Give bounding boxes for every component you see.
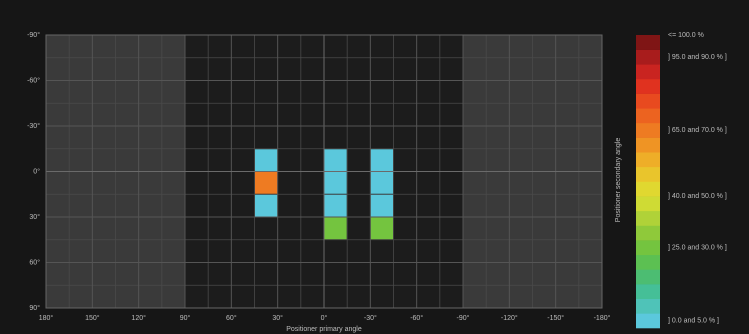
cell (370, 172, 393, 194)
y-tick-label: -30° (27, 122, 40, 130)
x-tick-label: -120° (501, 314, 518, 322)
y-tick-label: 0° (33, 167, 40, 175)
colorbar-swatch (636, 225, 660, 241)
colorbar-swatch (636, 240, 660, 256)
cell (370, 194, 393, 217)
cell (255, 172, 278, 194)
colorbar-swatch (636, 49, 660, 65)
colorbar-swatch (636, 181, 660, 197)
x-tick-label: -60° (410, 314, 423, 322)
colorbar-swatch (636, 35, 660, 50)
y-tick-label: 60° (29, 258, 40, 266)
y-tick-label: -90° (27, 31, 40, 39)
x-tick-label: 120° (131, 314, 146, 322)
colorbar-swatch (636, 93, 660, 109)
colorbar-swatch (636, 122, 660, 138)
colorbar-swatch (636, 78, 660, 94)
colorbar-swatch (636, 137, 660, 153)
y-tick-label: -60° (27, 76, 40, 84)
cell (370, 149, 393, 171)
colorbar-swatch (636, 269, 660, 285)
cell (370, 217, 393, 240)
y-tick-label: 90° (29, 304, 40, 312)
colorbar-swatch (636, 108, 660, 124)
x-tick-label: 180° (39, 314, 54, 322)
colorbar-swatch (636, 210, 660, 226)
cell (255, 149, 278, 171)
colorbar-label: ] 40.0 and 50.0 % ] (668, 193, 727, 200)
x-tick-label: 30° (272, 314, 283, 322)
x-tick-label: -180° (594, 314, 611, 322)
x-tick-label: 0° (321, 314, 328, 322)
colorbar-label: <= 100.0 % (668, 32, 704, 39)
colorbar-swatch (636, 298, 660, 314)
colorbar-swatch (636, 313, 660, 329)
cell (324, 217, 347, 240)
colorbar-swatch (636, 64, 660, 80)
colorbar-label: ] 0.0 and 5.0 % ] (668, 318, 719, 325)
x-tick-label: -30° (364, 314, 377, 322)
x-tick-label: 60° (226, 314, 237, 322)
colorbar-label: ] 25.0 and 30.0 % ] (668, 244, 727, 251)
x-tick-label: -90° (457, 314, 470, 322)
colorbar-label: ] 95.0 and 90.0 % ] (668, 54, 727, 61)
colorbar-swatch (636, 152, 660, 168)
colorbar-swatch (636, 284, 660, 299)
plot-border (45, 34, 603, 309)
cell (324, 194, 347, 217)
x-tick-label: 90° (180, 314, 191, 322)
cell (255, 194, 278, 217)
cell (324, 172, 347, 194)
colorbar-label: ] 65.0 and 70.0 % ] (668, 127, 727, 134)
y-axis-label: Positioner secondary angle (615, 138, 622, 223)
colorbar-swatch (636, 254, 660, 270)
y-tick-label: 30° (29, 213, 40, 221)
x-tick-label: -150° (547, 314, 564, 322)
x-tick-label: 150° (85, 314, 100, 322)
x-axis-label: Positioner primary angle (286, 326, 362, 333)
colorbar-swatch (636, 196, 660, 212)
colorbar-swatch (636, 166, 660, 182)
cell (324, 149, 347, 171)
